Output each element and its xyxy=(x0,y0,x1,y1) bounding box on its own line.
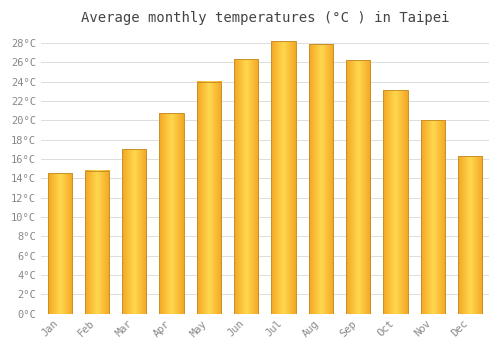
Bar xyxy=(272,41,295,314)
Bar xyxy=(122,149,146,314)
Bar xyxy=(346,60,370,314)
Bar xyxy=(421,120,445,314)
Bar xyxy=(234,60,258,314)
Bar xyxy=(160,113,184,314)
Bar xyxy=(384,90,407,314)
Bar xyxy=(48,174,72,314)
Title: Average monthly temperatures (°C ) in Taipei: Average monthly temperatures (°C ) in Ta… xyxy=(80,11,449,25)
Bar xyxy=(458,156,482,314)
Bar xyxy=(197,82,221,314)
Bar xyxy=(85,170,109,314)
Bar xyxy=(309,44,333,314)
